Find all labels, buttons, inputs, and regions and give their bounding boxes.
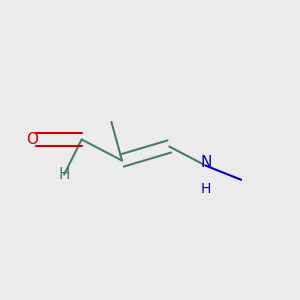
Text: H: H [201, 182, 211, 196]
Text: O: O [26, 132, 38, 147]
Text: N: N [200, 155, 212, 170]
Text: H: H [58, 167, 70, 182]
